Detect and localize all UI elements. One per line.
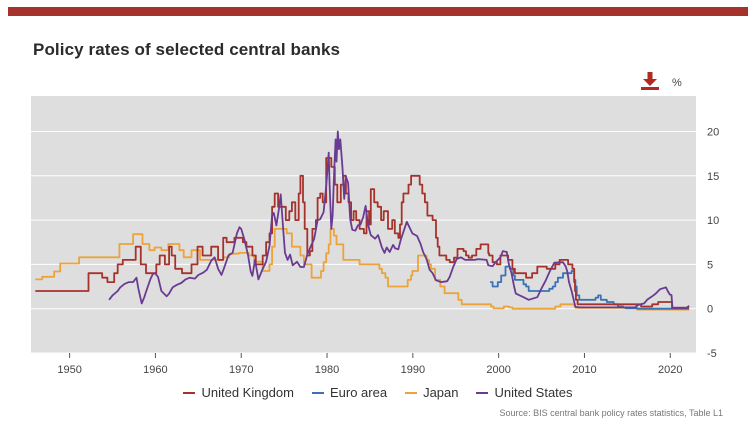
legend-item-euro-area[interactable]: Euro area <box>311 385 388 400</box>
x-tick-label: 2000 <box>486 364 510 376</box>
source-note: Source: BIS central bank policy rates st… <box>499 408 723 418</box>
legend-item-united-states[interactable]: United States <box>476 385 573 400</box>
y-axis-ticks: -5 0 5 10 15 20 <box>707 126 719 360</box>
series-line-japan <box>35 228 690 311</box>
x-tick-label: 1950 <box>57 364 81 376</box>
legend-swatch <box>183 391 196 394</box>
download-icon[interactable] <box>640 70 660 92</box>
x-tick-label: 1980 <box>315 364 339 376</box>
y-tick-label: 0 <box>707 304 713 316</box>
y-tick-label: -5 <box>707 348 717 360</box>
legend-item-united-kingdom[interactable]: United Kingdom <box>183 385 294 400</box>
legend-swatch <box>311 391 324 394</box>
x-tick-label: 1960 <box>143 364 167 376</box>
x-tick-label: 1990 <box>401 364 425 376</box>
page-title: Policy rates of selected central banks <box>33 40 341 59</box>
legend-label: Japan <box>423 385 459 400</box>
legend-item-japan[interactable]: Japan <box>405 385 458 400</box>
plot-background <box>31 96 696 353</box>
legend-label: United Kingdom <box>201 385 294 400</box>
y-tick-label: 20 <box>707 126 719 138</box>
x-tick-label: 2010 <box>572 364 596 376</box>
unit-label: % <box>672 77 682 89</box>
legend-label: United States <box>494 385 573 400</box>
series-lines <box>35 130 690 311</box>
x-tick-label: 2020 <box>658 364 682 376</box>
y-tick-label: 5 <box>707 259 713 271</box>
y-tick-label: 10 <box>707 215 719 227</box>
legend-swatch <box>405 391 418 394</box>
legend-label: Euro area <box>329 385 388 400</box>
x-tick-label: 1970 <box>229 364 253 376</box>
legend-swatch <box>476 391 489 394</box>
legend: United Kingdom Euro area Japan United State… <box>0 385 756 400</box>
series-line-united-kingdom <box>35 157 690 309</box>
y-tick-label: 15 <box>707 171 719 183</box>
top-accent-bar <box>8 7 748 16</box>
series-line-united-states <box>108 130 690 309</box>
x-axis-ticks: 1950 1960 1970 1980 1990 2000 2010 2020 <box>57 353 683 376</box>
